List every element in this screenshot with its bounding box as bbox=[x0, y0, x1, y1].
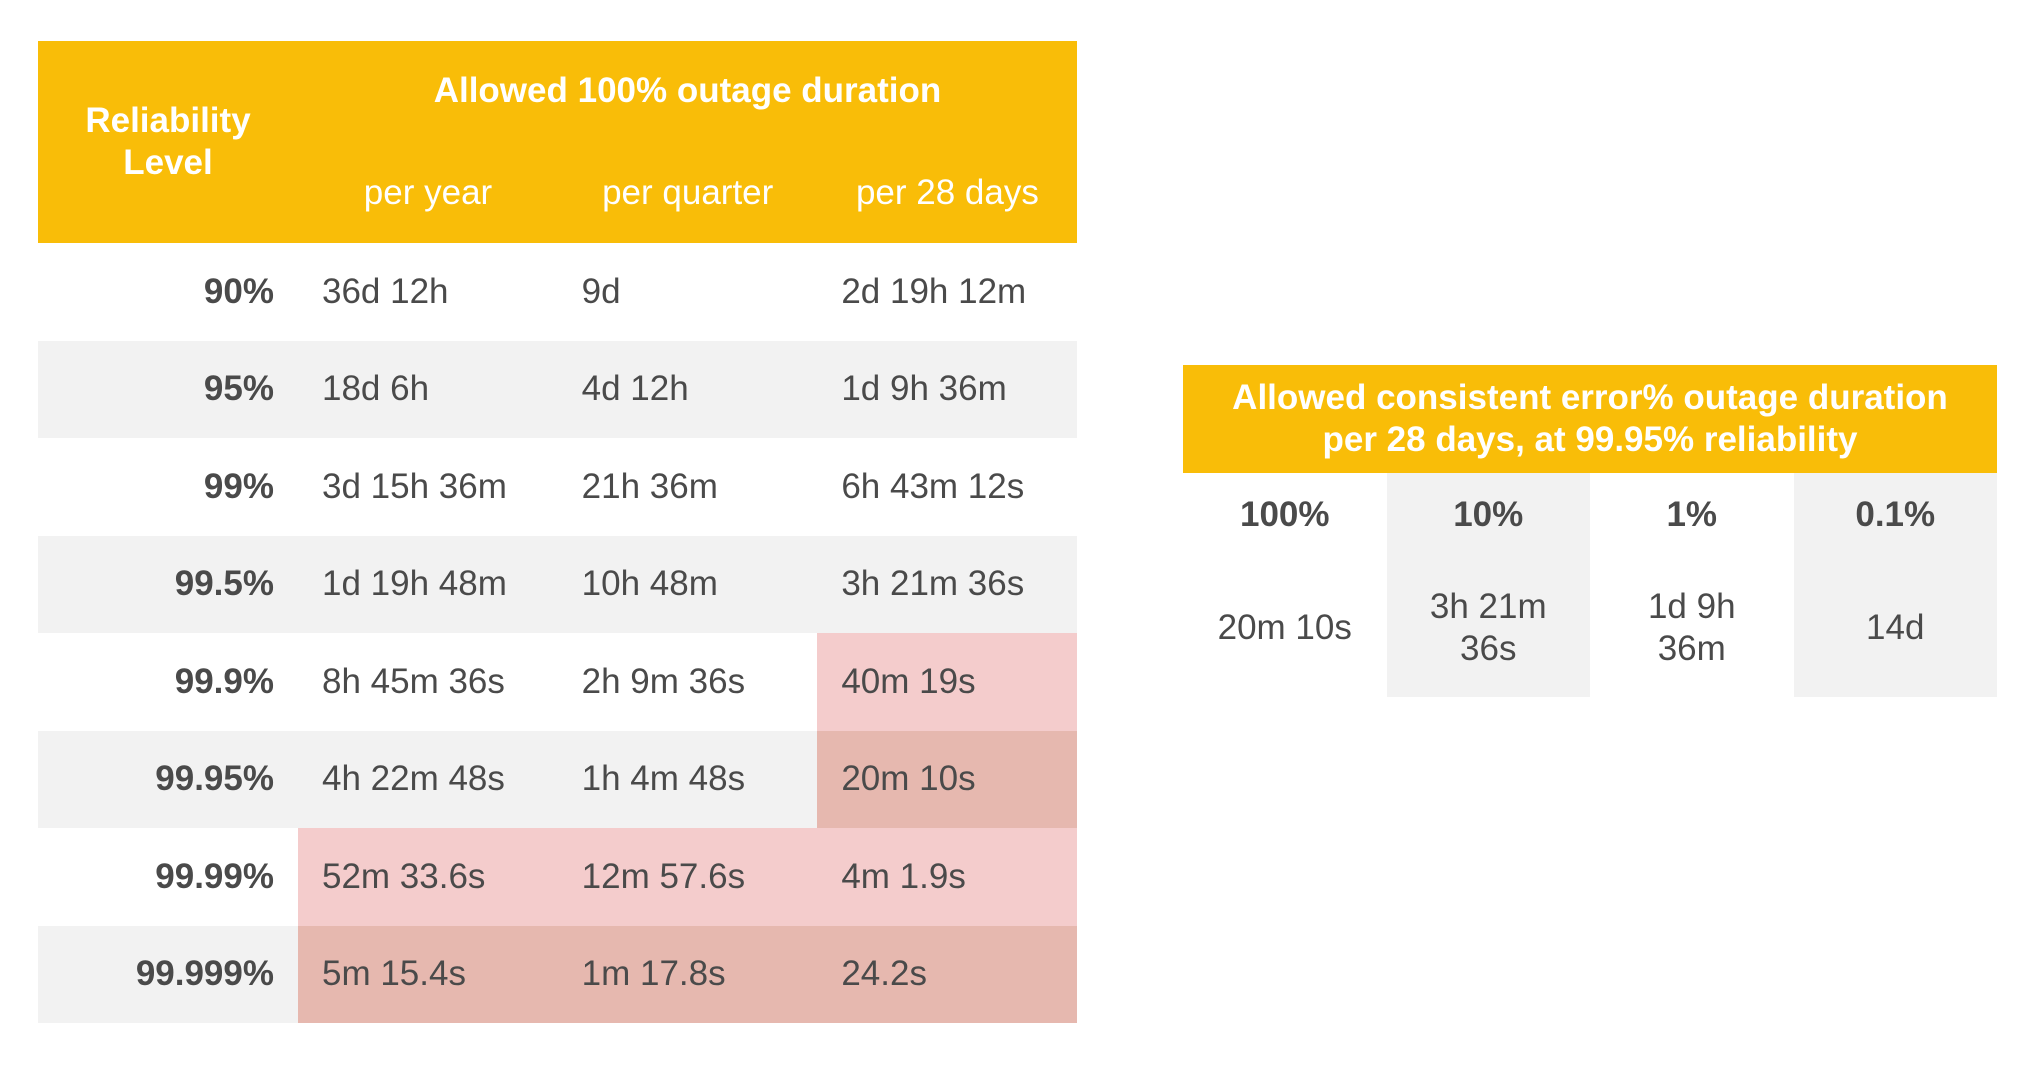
error-table-title-line2: per 28 days, at 99.95% reliability bbox=[1322, 420, 1858, 459]
allowed-outage-header: Allowed 100% outage duration bbox=[433, 71, 942, 110]
reliability-level: 99.999% bbox=[135, 954, 274, 994]
per-year-value: 18d 6h bbox=[321, 369, 430, 409]
per-quarter-value: 4d 12h bbox=[581, 369, 689, 409]
error-table-header: Allowed consistent error% outage duratio… bbox=[1183, 365, 1997, 473]
error-column: 100% 20m 10s bbox=[1183, 473, 1387, 697]
per-28-days-value: 6h 43m 12s bbox=[841, 466, 1025, 506]
per-year-value: 4h 22m 48s bbox=[321, 759, 505, 799]
per-year-value: 5m 15.4s bbox=[297, 925, 558, 1023]
error-column: 0.1% 14d bbox=[1793, 473, 1997, 697]
per-quarter-value: 1h 4m 48s bbox=[581, 759, 746, 799]
per-year-header: per year bbox=[363, 173, 493, 212]
per-quarter-value: 21h 36m bbox=[581, 466, 718, 506]
table-row: 99.999% 5m 15.4s 1m 17.8s 24.2s bbox=[38, 925, 1077, 1023]
reliability-level: 99.99% bbox=[155, 856, 274, 896]
per-quarter-value: 10h 48m bbox=[581, 564, 718, 604]
per-28-days-value: 3h 21m 36s bbox=[841, 564, 1025, 604]
per-28-days-value: 1d 9h 36m bbox=[841, 369, 1007, 409]
per-year-value: 36d 12h bbox=[321, 271, 449, 311]
table-row: 99.95% 4h 22m 48s 1h 4m 48s 20m 10s bbox=[38, 730, 1077, 828]
table-row: 99.99% 52m 33.6s 12m 57.6s 4m 1.9s bbox=[38, 828, 1077, 926]
per-28-days-header: per 28 days bbox=[855, 173, 1039, 212]
per-year-value: 1d 19h 48m bbox=[321, 564, 507, 604]
per-year-value: 8h 45m 36s bbox=[321, 661, 505, 701]
per-quarter-value: 12m 57.6s bbox=[557, 828, 818, 926]
per-28-days-value: 40m 19s bbox=[817, 633, 1077, 731]
per-28-days-value: 24.2s bbox=[817, 925, 1077, 1023]
table-row: 95% 18d 6h 4d 12h 1d 9h 36m bbox=[38, 340, 1077, 438]
error-duration: 3h 21m 36s bbox=[1429, 587, 1547, 668]
table-row: 99.9% 8h 45m 36s 2h 9m 36s 40m 19s bbox=[38, 633, 1077, 731]
reliability-header-line1: Reliability bbox=[85, 101, 251, 140]
reliability-level: 99.5% bbox=[174, 564, 274, 604]
reliability-level-header: Reliability Level bbox=[38, 41, 298, 243]
reliability-header-line2: Level bbox=[123, 143, 213, 182]
error-duration: 1d 9h 36m bbox=[1647, 587, 1736, 668]
error-column: 10% 3h 21m 36s bbox=[1386, 473, 1590, 697]
reliability-level: 99.95% bbox=[155, 759, 274, 799]
per-28-days-value: 20m 10s bbox=[817, 730, 1077, 828]
error-column: 1% 1d 9h 36m bbox=[1590, 473, 1794, 697]
reliability-level: 95% bbox=[203, 369, 274, 409]
table-row: 99.5% 1d 19h 48m 10h 48m 3h 21m 36s bbox=[38, 535, 1077, 633]
error-percent: 0.1% bbox=[1855, 495, 1936, 534]
error-percent: 1% bbox=[1666, 495, 1718, 534]
per-quarter-value: 1m 17.8s bbox=[557, 925, 818, 1023]
table-row: 99% 3d 15h 36m 21h 36m 6h 43m 12s bbox=[38, 438, 1077, 536]
reliability-level: 90% bbox=[203, 271, 274, 311]
error-outage-table: Allowed consistent error% outage duratio… bbox=[1183, 365, 1997, 697]
per-quarter-header: per quarter bbox=[602, 173, 774, 212]
error-table-body: 100% 20m 10s 10% 3h 21m 36s 1% 1d 9h 36m… bbox=[1183, 473, 1997, 697]
per-quarter-value: 9d bbox=[581, 271, 621, 311]
error-table-title-line1: Allowed consistent error% outage duratio… bbox=[1232, 378, 1948, 417]
error-percent: 10% bbox=[1453, 495, 1524, 534]
error-percent: 100% bbox=[1239, 495, 1330, 534]
outage-duration-table: Reliability Level Allowed 100% outage du… bbox=[38, 41, 1077, 1023]
error-duration: 20m 10s bbox=[1217, 608, 1352, 647]
per-28-days-value: 4m 1.9s bbox=[817, 828, 1077, 926]
per-year-value: 52m 33.6s bbox=[297, 828, 558, 926]
per-quarter-value: 2h 9m 36s bbox=[581, 661, 746, 701]
per-28-days-value: 2d 19h 12m bbox=[841, 271, 1027, 311]
table-header: Reliability Level Allowed 100% outage du… bbox=[38, 41, 1077, 243]
reliability-level: 99% bbox=[203, 466, 274, 506]
reliability-level: 99.9% bbox=[174, 661, 274, 701]
error-duration: 14d bbox=[1866, 608, 1925, 647]
per-year-value: 3d 15h 36m bbox=[321, 466, 507, 506]
table-row: 90% 36d 12h 9d 2d 19h 12m bbox=[38, 243, 1077, 341]
